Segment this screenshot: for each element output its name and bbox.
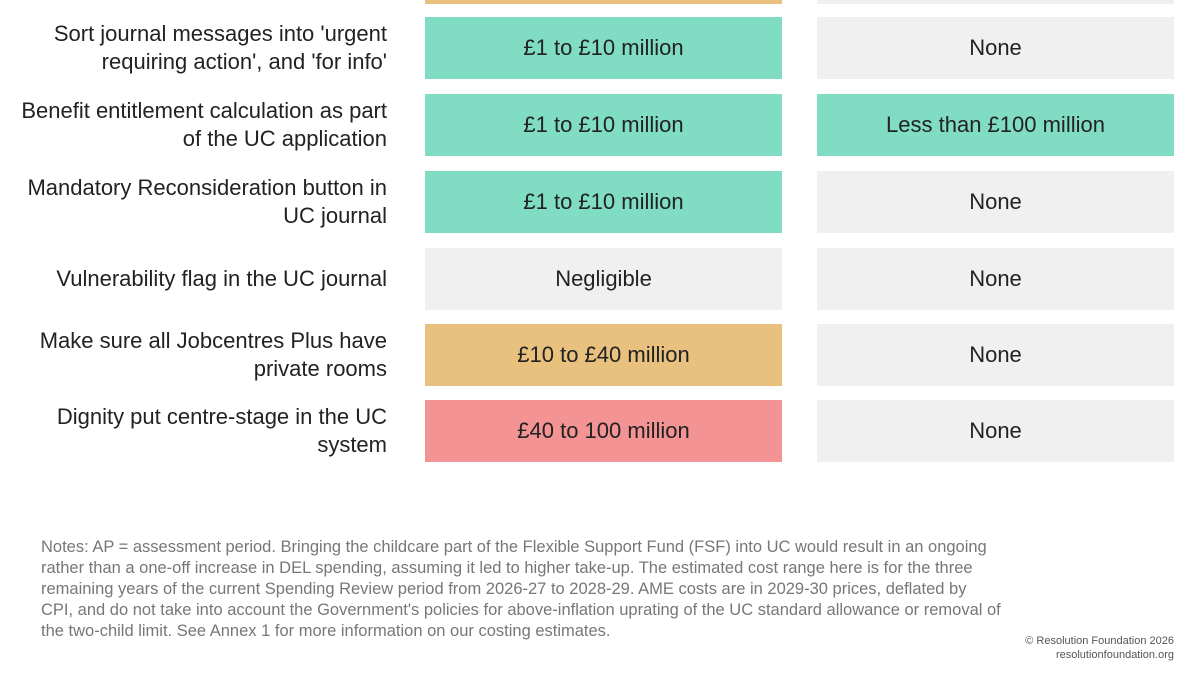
partial-row-ame-cell bbox=[817, 0, 1174, 4]
row-label: Benefit entitlement calculation as part … bbox=[21, 98, 387, 151]
copyright: © Resolution Foundation 2026 bbox=[1025, 635, 1174, 647]
website: resolutionfoundation.org bbox=[1055, 649, 1174, 661]
partial-row-cost-cell bbox=[425, 0, 782, 4]
row-label: Mandatory Reconsideration button in UC j… bbox=[27, 175, 387, 228]
ame-cell: None bbox=[817, 17, 1174, 79]
ame-cell: Less than £100 million bbox=[817, 94, 1174, 156]
cost-cell: £1 to £10 million bbox=[425, 171, 782, 233]
notes: Notes: AP = assessment period. Bringing … bbox=[41, 538, 1001, 640]
row-label: Vulnerability flag in the UC journal bbox=[56, 266, 387, 291]
cost-cell: £40 to 100 million bbox=[425, 400, 782, 462]
row-label: Make sure all Jobcentres Plus have priva… bbox=[39, 328, 387, 381]
cost-cell: £1 to £10 million bbox=[425, 17, 782, 79]
ame-cell: None bbox=[817, 248, 1174, 310]
cost-cell: Negligible bbox=[425, 248, 782, 310]
ame-cell: None bbox=[817, 400, 1174, 462]
ame-cell: None bbox=[817, 324, 1174, 386]
cost-cell: £10 to £40 million bbox=[425, 324, 782, 386]
credit: © Resolution Foundation 2026 resolutionf… bbox=[1025, 634, 1174, 662]
row-label: Dignity put centre-stage in the UC syste… bbox=[56, 404, 387, 457]
cost-cell: £1 to £10 million bbox=[425, 94, 782, 156]
row-label: Sort journal messages into 'urgent requi… bbox=[53, 21, 387, 74]
ame-cell: None bbox=[817, 171, 1174, 233]
